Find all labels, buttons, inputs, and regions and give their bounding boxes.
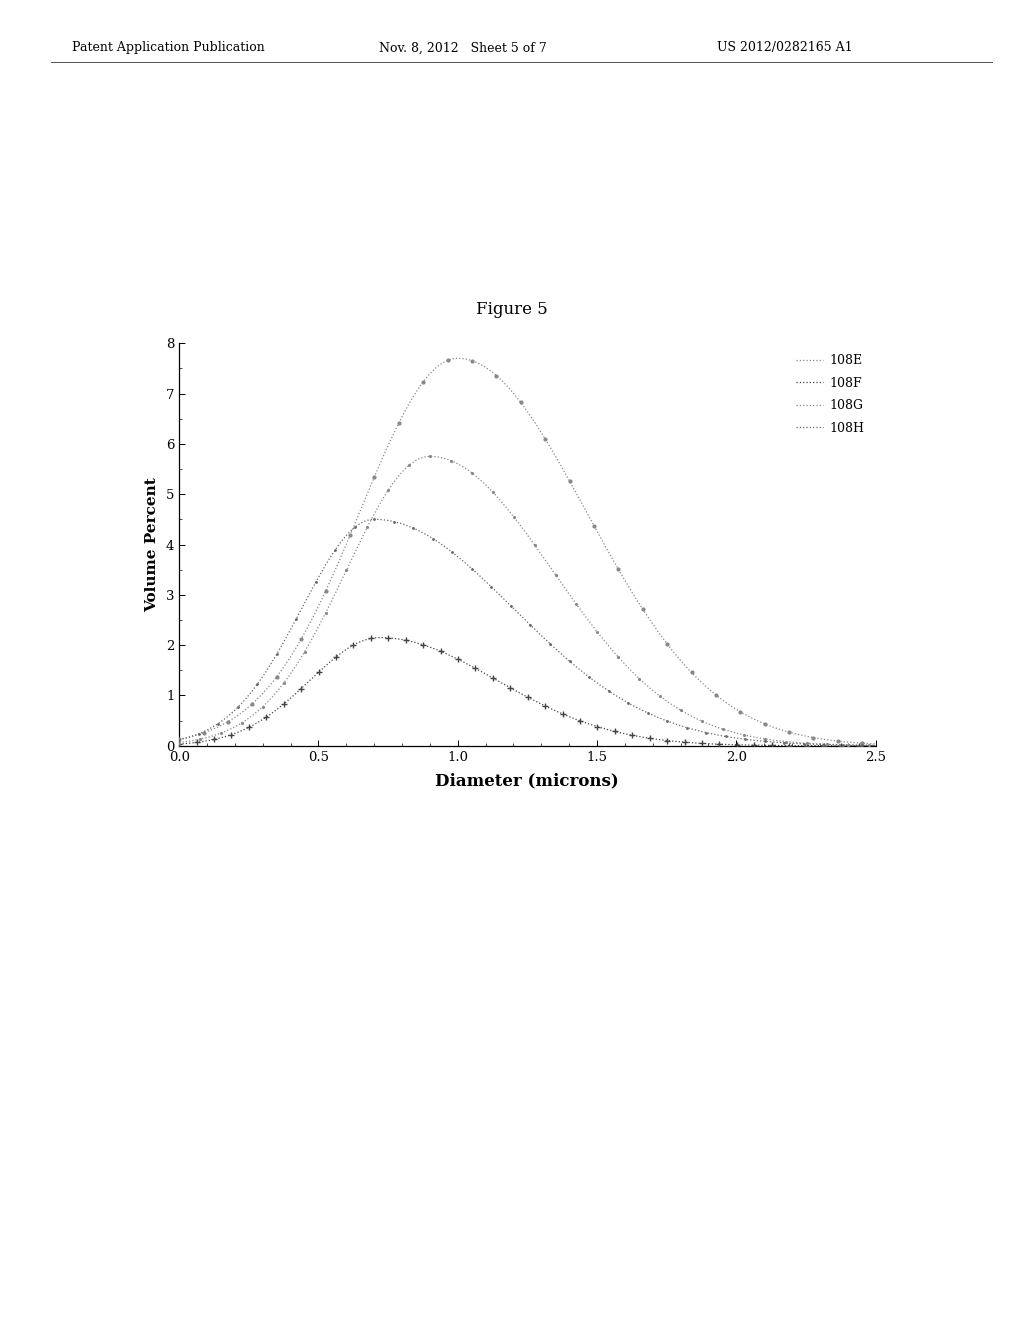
108E: [456, 351, 468, 367]
108F: [244, 718, 256, 734]
108E: [729, 701, 741, 717]
108G: [869, 738, 882, 754]
Text: Patent Application Publication: Patent Application Publication: [72, 41, 264, 54]
108F: [717, 737, 729, 752]
108G: [652, 686, 665, 702]
108G: [456, 458, 468, 474]
108G: [480, 478, 493, 494]
108G: [424, 449, 436, 465]
108H: [869, 738, 882, 754]
108F: [652, 731, 665, 747]
Line: 108H: 108H: [179, 519, 876, 746]
108F: [480, 667, 493, 682]
Y-axis label: Volume Percent: Volume Percent: [144, 477, 159, 612]
108F: [173, 737, 185, 752]
Legend: 108E, 108F, 108G, 108H: 108E, 108F, 108G, 108H: [791, 350, 869, 440]
Line: 108G: 108G: [179, 457, 876, 746]
Text: US 2012/0282165 A1: US 2012/0282165 A1: [717, 41, 852, 54]
108F: [456, 653, 468, 669]
108H: [173, 731, 185, 747]
108E: [452, 350, 464, 366]
108E: [173, 731, 185, 747]
X-axis label: Diameter (microns): Diameter (microns): [435, 772, 620, 789]
108H: [244, 685, 256, 701]
Text: Nov. 8, 2012   Sheet 5 of 7: Nov. 8, 2012 Sheet 5 of 7: [379, 41, 547, 54]
108F: [869, 738, 882, 754]
108E: [652, 624, 665, 640]
108G: [729, 725, 741, 741]
Line: 108E: 108E: [179, 358, 876, 744]
108H: [652, 710, 665, 726]
108E: [717, 693, 729, 709]
108H: [456, 552, 468, 568]
Line: 108F: 108F: [179, 638, 876, 746]
108H: [369, 511, 381, 527]
Text: Figure 5: Figure 5: [476, 301, 548, 318]
108G: [173, 735, 185, 751]
108H: [717, 729, 729, 744]
108F: [729, 737, 741, 752]
108G: [717, 721, 729, 737]
108E: [244, 697, 256, 713]
108H: [480, 574, 493, 590]
108E: [480, 360, 493, 376]
108F: [374, 630, 386, 645]
108E: [869, 737, 882, 752]
108H: [729, 730, 741, 746]
108G: [244, 709, 256, 725]
